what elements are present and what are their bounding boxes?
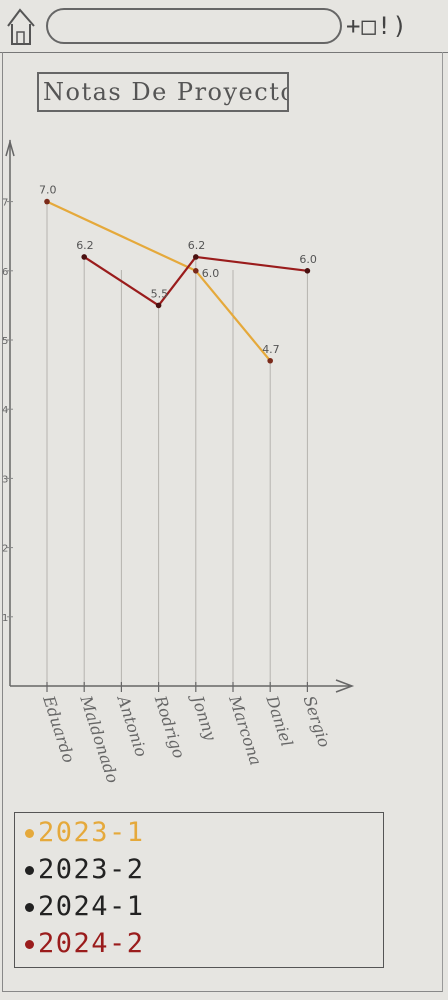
x-tick-label: Maldonado [76, 692, 122, 785]
data-point [44, 198, 50, 205]
chart-legend: 2023-1 2023-2 2024-1 2024-2 [14, 812, 384, 968]
page-frame [2, 52, 443, 992]
legend-item: 2023-1 [25, 817, 145, 848]
x-tick-label: Sergio [300, 693, 334, 749]
y-tick-label: 6 [2, 267, 8, 278]
y-tick-label: 2 [2, 544, 8, 555]
data-label: 5.5 [151, 287, 169, 300]
x-tick-label: Rodrigo [150, 692, 188, 760]
series-line [83, 255, 308, 307]
x-tick-label: Eduardo [39, 692, 79, 765]
home-icon[interactable] [4, 4, 46, 48]
x-tick-label: Marcona [225, 692, 266, 767]
data-point [267, 357, 274, 364]
y-tick-label: 3 [2, 474, 8, 485]
legend-item: 2024-1 [25, 891, 145, 922]
legend-item: 2023-2 [25, 854, 145, 885]
y-tick-label: 1 [2, 613, 8, 624]
x-axis-arrow [335, 679, 355, 693]
address-field[interactable] [46, 8, 342, 44]
data-point [193, 268, 199, 274]
legend-swatch [25, 866, 34, 875]
x-tick-label: Antonio [113, 691, 151, 759]
data-label: 6.2 [76, 239, 94, 252]
toolbar-actions[interactable]: +□!) [346, 12, 408, 40]
legend-swatch [25, 903, 34, 912]
y-tick-label: 5 [2, 336, 8, 347]
legend-swatch [25, 940, 34, 949]
data-label: 4.7 [262, 343, 280, 356]
y-tick-label: 7 [2, 198, 8, 209]
data-label: 6.0 [202, 267, 220, 280]
data-point [155, 302, 162, 309]
data-point [81, 254, 87, 260]
legend-swatch [25, 829, 34, 838]
data-label: 6.0 [299, 253, 317, 266]
browser-toolbar: +□!) [0, 0, 448, 53]
y-tick-label: 4 [2, 405, 8, 416]
legend-label: 2023-2 [38, 854, 145, 885]
data-point [193, 254, 199, 260]
x-tick-label: Jonny [187, 691, 220, 744]
legend-label: 2024-2 [38, 928, 145, 959]
x-tick-label: Daniel [262, 692, 297, 749]
chart-title: Notas De Proyectos [37, 72, 289, 112]
data-label: 7.0 [39, 184, 57, 197]
legend-label: 2023-1 [38, 817, 145, 848]
legend-item: 2024-2 [25, 928, 145, 959]
legend-label: 2024-1 [38, 891, 145, 922]
data-label: 6.2 [188, 239, 206, 252]
y-axis-arrow [5, 139, 15, 157]
data-point [304, 268, 311, 274]
